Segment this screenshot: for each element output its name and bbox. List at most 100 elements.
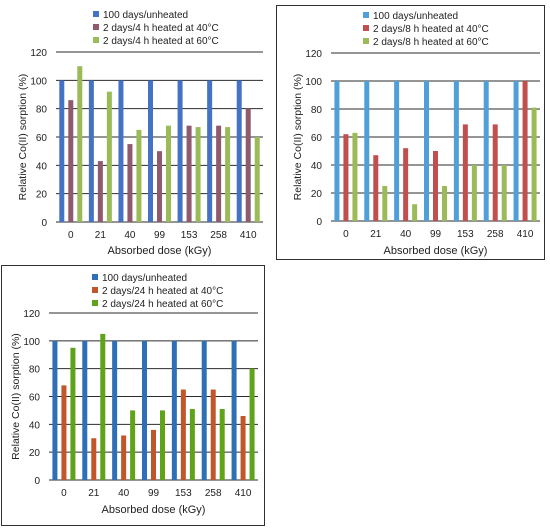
x-tick-label: 153 [181, 230, 198, 241]
legend-swatch [93, 11, 99, 17]
x-axis-title: Absorbed dose (kGy) [384, 245, 488, 257]
y-tick-label: 0 [316, 217, 322, 228]
y-tick-label: 60 [29, 393, 41, 404]
bar [373, 155, 379, 221]
bar [240, 415, 246, 480]
y-tick-label: 0 [41, 218, 47, 229]
legend-entry: 100 days/unheated [102, 273, 187, 284]
x-axis-title: Absorbed dose (kGy) [108, 245, 212, 257]
bar [97, 161, 103, 222]
bar [442, 186, 447, 221]
bar [403, 148, 409, 221]
x-tick-label: 99 [148, 488, 160, 499]
y-axis-title: Relative Co(II) sorption (%) [292, 74, 304, 201]
y-tick-label: 80 [36, 105, 48, 116]
bar [142, 340, 147, 480]
bar [166, 125, 171, 222]
bar [180, 389, 186, 480]
x-axis-title: Absorbed dose (kGy) [102, 504, 206, 516]
y-tick-label: 100 [305, 77, 322, 88]
bar [394, 81, 400, 221]
bar [453, 81, 459, 221]
y-tick-label: 120 [305, 49, 322, 60]
y-tick-label: 100 [30, 76, 47, 87]
y-tick-label: 120 [30, 48, 47, 59]
chart-panel-4h: 0 20 40 60 80 100 120 0 21 40 99 153 258 410 Absorbed … [0, 0, 270, 261]
bar [88, 80, 94, 222]
y-tick-label: 20 [36, 190, 48, 201]
bar [412, 204, 418, 221]
bar [82, 340, 88, 480]
bar [77, 66, 83, 223]
bar [61, 385, 67, 480]
x-tick-label: 410 [517, 229, 534, 240]
x-tick-label: 410 [235, 488, 252, 499]
bar [171, 340, 177, 480]
x-tick-label: 0 [61, 488, 67, 499]
bar [210, 389, 216, 480]
bar [130, 410, 136, 480]
legend-entry: 2 days/24 h heated at 60°C [102, 299, 223, 310]
bar [352, 132, 358, 221]
bar [236, 80, 242, 222]
bar [195, 127, 201, 222]
legend-swatch [93, 24, 99, 30]
bar [254, 137, 260, 222]
bar [433, 151, 438, 221]
bar [136, 129, 142, 222]
bar [160, 410, 165, 480]
bar [531, 107, 537, 221]
bar [121, 435, 127, 480]
bar [59, 80, 65, 222]
bar [148, 80, 153, 222]
legend-swatch [92, 287, 98, 293]
legend-entry: 2 days/8 h heated at 60°C [373, 37, 489, 48]
bar [471, 165, 477, 221]
x-tick-label: 410 [240, 230, 257, 241]
bar [225, 127, 231, 222]
bar [245, 108, 251, 222]
x-tick-label: 99 [154, 230, 166, 241]
x-tick-label: 0 [343, 229, 349, 240]
y-tick-label: 40 [36, 161, 48, 172]
chart-8h-heated: 0 20 40 60 80 100 120 0 21 40 99 153 258 410 Absorbed … [292, 11, 540, 257]
bar [343, 134, 349, 221]
y-tick-label: 40 [29, 420, 41, 431]
bar [424, 81, 429, 221]
bar [382, 186, 388, 221]
bar [52, 340, 58, 480]
chart-24h-heated: 0 20 40 60 80 100 120 0 21 40 99 153 258 410 Absorbed … [10, 273, 258, 516]
bar [364, 81, 370, 221]
bar [513, 81, 519, 221]
y-tick-label: 80 [29, 365, 41, 376]
legend-swatch [363, 25, 369, 31]
bar [492, 124, 498, 221]
x-tick-label: 99 [430, 229, 442, 240]
legend-entry: 2 days/8 h heated at 40°C [373, 24, 489, 35]
x-tick-label: 0 [68, 230, 74, 241]
x-tick-label: 153 [457, 229, 474, 240]
bar [118, 80, 124, 222]
bar [157, 151, 162, 222]
legend-entry: 2 days/4 h heated at 60°C [103, 36, 219, 47]
y-tick-label: 20 [311, 189, 323, 200]
legend-swatch [363, 38, 369, 44]
bar [201, 340, 207, 480]
y-tick-label: 80 [311, 105, 323, 116]
y-tick-label: 60 [311, 133, 323, 144]
legend-entry: 2 days/24 h heated at 40°C [102, 286, 223, 297]
x-tick-label: 21 [95, 230, 107, 241]
y-tick-label: 60 [36, 133, 48, 144]
x-tick-label: 258 [210, 230, 227, 241]
y-axis-title: Relative Co(II) sorption (%) [10, 333, 22, 460]
x-tick-label: 40 [118, 488, 130, 499]
legend-swatch [92, 300, 98, 306]
bar [231, 340, 237, 480]
y-axis-title: Relative Co(II) sorption (%) [17, 74, 29, 201]
bar [216, 125, 222, 222]
bar [186, 125, 192, 222]
x-tick-label: 258 [487, 229, 504, 240]
bar [501, 165, 507, 221]
bar [334, 81, 340, 221]
bar [106, 91, 112, 223]
